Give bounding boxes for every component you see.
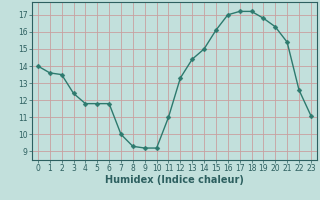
X-axis label: Humidex (Indice chaleur): Humidex (Indice chaleur) <box>105 175 244 185</box>
